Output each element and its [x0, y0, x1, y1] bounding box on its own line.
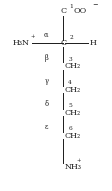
- Text: −: −: [91, 1, 97, 9]
- Text: H: H: [89, 39, 96, 47]
- Text: CH₂: CH₂: [64, 109, 80, 117]
- Text: NH₃: NH₃: [64, 163, 81, 171]
- Text: 2: 2: [69, 35, 73, 40]
- Text: 5: 5: [68, 103, 72, 108]
- Text: 1: 1: [69, 4, 73, 9]
- Text: β: β: [44, 54, 48, 62]
- Text: H₃N: H₃N: [13, 39, 30, 47]
- Text: 4: 4: [68, 80, 71, 85]
- Text: α: α: [44, 31, 48, 39]
- Text: ε: ε: [45, 124, 48, 131]
- Text: +: +: [76, 159, 80, 163]
- Text: 3: 3: [68, 57, 71, 62]
- Text: C: C: [60, 39, 66, 47]
- Text: 6: 6: [68, 126, 71, 131]
- Text: δ: δ: [44, 100, 48, 108]
- Text: OO: OO: [73, 7, 86, 15]
- Text: C: C: [60, 7, 66, 15]
- Text: γ: γ: [44, 77, 48, 85]
- Text: CH₂: CH₂: [64, 62, 80, 70]
- Text: +: +: [30, 34, 35, 40]
- Text: CH₂: CH₂: [64, 86, 80, 94]
- Text: CH₂: CH₂: [64, 132, 80, 140]
